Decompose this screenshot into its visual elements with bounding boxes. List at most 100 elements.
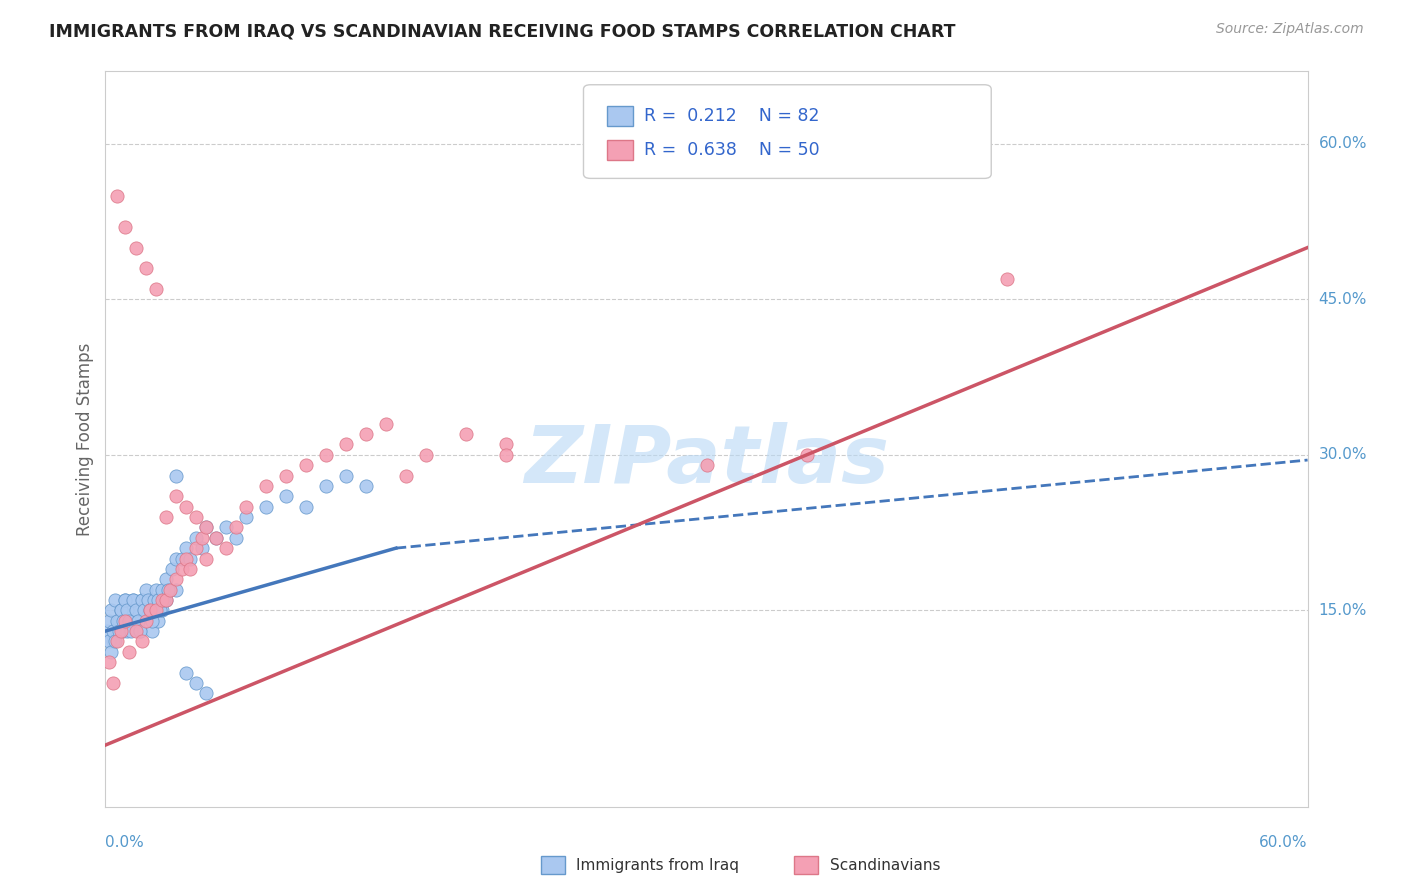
Point: [138, 603, 160, 617]
Point: [194, 520, 217, 534]
Point: [174, 665, 197, 680]
Point: [174, 551, 197, 566]
Point: [225, 531, 247, 545]
Point: [128, 624, 150, 638]
Point: [145, 282, 167, 296]
Point: [179, 562, 201, 576]
Point: [495, 448, 517, 462]
Point: [225, 520, 247, 534]
Point: [179, 551, 201, 566]
Point: [145, 582, 167, 597]
Point: [184, 541, 207, 556]
Point: [100, 603, 122, 617]
Point: [145, 603, 167, 617]
Point: [132, 603, 155, 617]
Point: [295, 500, 318, 514]
Point: [132, 603, 155, 617]
Point: [135, 614, 157, 628]
Point: [190, 541, 212, 556]
Point: [141, 614, 163, 628]
Point: [110, 603, 132, 617]
Point: [117, 624, 139, 638]
Point: [103, 634, 125, 648]
Text: ZIPatlas: ZIPatlas: [524, 423, 889, 500]
Point: [114, 614, 136, 628]
Point: [184, 676, 207, 690]
Point: [146, 593, 169, 607]
Point: [124, 241, 146, 255]
Point: [150, 593, 173, 607]
Point: [127, 614, 149, 628]
Point: [274, 468, 297, 483]
Point: [374, 417, 398, 431]
Point: [165, 489, 187, 503]
Point: [194, 520, 217, 534]
Point: [104, 634, 127, 648]
Point: [995, 271, 1018, 285]
Point: [108, 614, 131, 628]
Y-axis label: Receiving Food Stamps: Receiving Food Stamps: [76, 343, 94, 536]
Point: [107, 634, 129, 648]
Point: [128, 624, 150, 638]
Point: [142, 593, 165, 607]
Point: [190, 531, 212, 545]
Point: [104, 593, 127, 607]
Point: [136, 593, 159, 607]
Point: [155, 510, 177, 524]
Point: [108, 624, 131, 638]
Point: [112, 624, 135, 638]
Point: [395, 468, 418, 483]
Point: [118, 645, 141, 659]
Point: [117, 603, 139, 617]
Point: [96, 624, 118, 638]
Text: IMMIGRANTS FROM IRAQ VS SCANDINAVIAN RECEIVING FOOD STAMPS CORRELATION CHART: IMMIGRANTS FROM IRAQ VS SCANDINAVIAN REC…: [49, 22, 956, 40]
Point: [696, 458, 718, 473]
Point: [135, 614, 157, 628]
Point: [354, 427, 377, 442]
Point: [121, 624, 143, 638]
Point: [127, 614, 149, 628]
Point: [131, 593, 153, 607]
Point: [170, 551, 193, 566]
Text: Source: ZipAtlas.com: Source: ZipAtlas.com: [1216, 22, 1364, 37]
Point: [155, 593, 177, 607]
Point: [141, 624, 163, 638]
Point: [138, 603, 160, 617]
Point: [165, 468, 187, 483]
Point: [150, 603, 173, 617]
Point: [124, 603, 146, 617]
Text: 60.0%: 60.0%: [1260, 835, 1308, 850]
Point: [295, 458, 318, 473]
Point: [235, 510, 257, 524]
Point: [114, 614, 136, 628]
Point: [335, 468, 357, 483]
Point: [155, 593, 177, 607]
Point: [118, 614, 141, 628]
Point: [160, 562, 183, 576]
Point: [103, 624, 125, 638]
Point: [107, 614, 129, 628]
Point: [415, 448, 437, 462]
Point: [121, 614, 143, 628]
Point: [100, 645, 122, 659]
Point: [124, 603, 146, 617]
Point: [214, 520, 236, 534]
Point: [254, 479, 277, 493]
Point: [235, 500, 257, 514]
Point: [138, 603, 160, 617]
Point: [114, 219, 136, 234]
Point: [159, 582, 181, 597]
Text: Scandinavians: Scandinavians: [830, 858, 941, 872]
Point: [114, 593, 136, 607]
Point: [155, 572, 177, 586]
Point: [214, 541, 236, 556]
Point: [98, 655, 121, 669]
Point: [165, 572, 187, 586]
Point: [174, 541, 197, 556]
Point: [165, 551, 187, 566]
Point: [122, 593, 145, 607]
Point: [146, 614, 169, 628]
Point: [103, 676, 125, 690]
Point: [335, 437, 357, 451]
Point: [254, 500, 277, 514]
